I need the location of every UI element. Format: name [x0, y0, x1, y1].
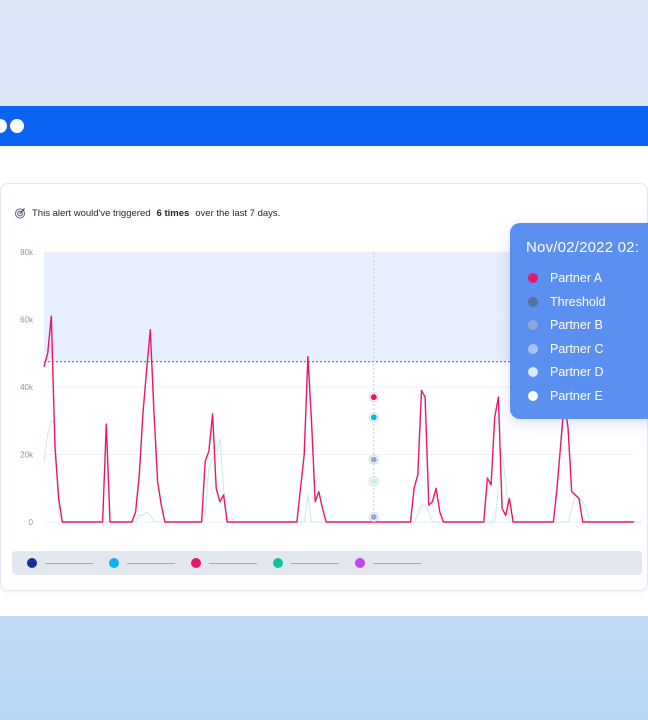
series-line-partner-a	[43, 315, 634, 523]
alert-text-prefix: This alert would've triggered	[32, 207, 151, 219]
target-icon	[14, 208, 26, 219]
legend-color-dot	[273, 558, 283, 568]
tooltip-title: Nov/02/2022 02:	[526, 239, 640, 256]
legend-label-placeholder	[45, 563, 93, 564]
legend-item[interactable]	[109, 558, 179, 568]
tooltip-series-label: Partner A	[550, 271, 603, 285]
y-tick-label: 0	[29, 518, 34, 527]
window-control-dot[interactable]	[0, 119, 7, 133]
chart-legend	[12, 551, 642, 575]
legend-color-dot	[109, 558, 119, 568]
hover-marker	[370, 394, 377, 401]
series-line-partner-c	[43, 420, 642, 523]
legend-label-placeholder	[373, 563, 421, 564]
tooltip-series-label: Partner C	[550, 341, 604, 356]
alert-trigger-count: 6 times	[156, 207, 190, 219]
tooltip-series-label: Partner E	[550, 389, 603, 403]
legend-item[interactable]	[273, 558, 343, 568]
legend-item[interactable]	[191, 558, 261, 568]
hover-marker	[370, 414, 377, 421]
app-header-bar	[0, 106, 648, 146]
legend-item[interactable]	[355, 558, 425, 568]
series-color-dot	[528, 343, 538, 354]
tooltip-series-label: Partner B	[550, 318, 603, 333]
tooltip-row: Partner E	[528, 388, 603, 404]
legend-item[interactable]	[27, 558, 97, 568]
legend-label-placeholder	[209, 563, 257, 564]
legend-color-dot	[27, 558, 37, 568]
alert-text-suffix: over the last 7 days.	[195, 207, 281, 219]
legend-label-placeholder	[291, 563, 339, 564]
hover-marker	[370, 478, 377, 485]
legend-label-placeholder	[127, 563, 175, 564]
tooltip-series-label: Threshold	[550, 294, 606, 309]
tooltip-series-label: Partner D	[550, 365, 604, 380]
series-color-dot	[528, 320, 538, 331]
y-tick-label: 60k	[20, 316, 34, 325]
series-color-dot	[528, 367, 538, 378]
y-tick-label: 20k	[20, 451, 34, 460]
legend-color-dot	[355, 558, 365, 568]
series-color-dot	[528, 391, 538, 401]
tooltip-row: Partner B	[528, 317, 603, 333]
tooltip-row: Partner C	[528, 341, 604, 357]
hover-marker	[370, 513, 377, 520]
y-tick-label: 40k	[20, 383, 34, 392]
legend-color-dot	[191, 558, 201, 568]
window-control-dot[interactable]	[10, 119, 24, 133]
tooltip-row: Partner A	[528, 270, 602, 286]
chart-tooltip: Nov/02/2022 02: Partner A Threshold Partne…	[510, 223, 648, 419]
series-color-dot	[528, 296, 538, 307]
tooltip-row: Threshold	[528, 294, 606, 310]
hover-marker	[370, 456, 377, 463]
series-color-dot	[528, 273, 538, 283]
tooltip-row: Partner D	[528, 364, 604, 380]
alert-summary: This alert would've triggered 6 times ov…	[14, 206, 280, 220]
y-tick-label: 80k	[20, 248, 34, 257]
